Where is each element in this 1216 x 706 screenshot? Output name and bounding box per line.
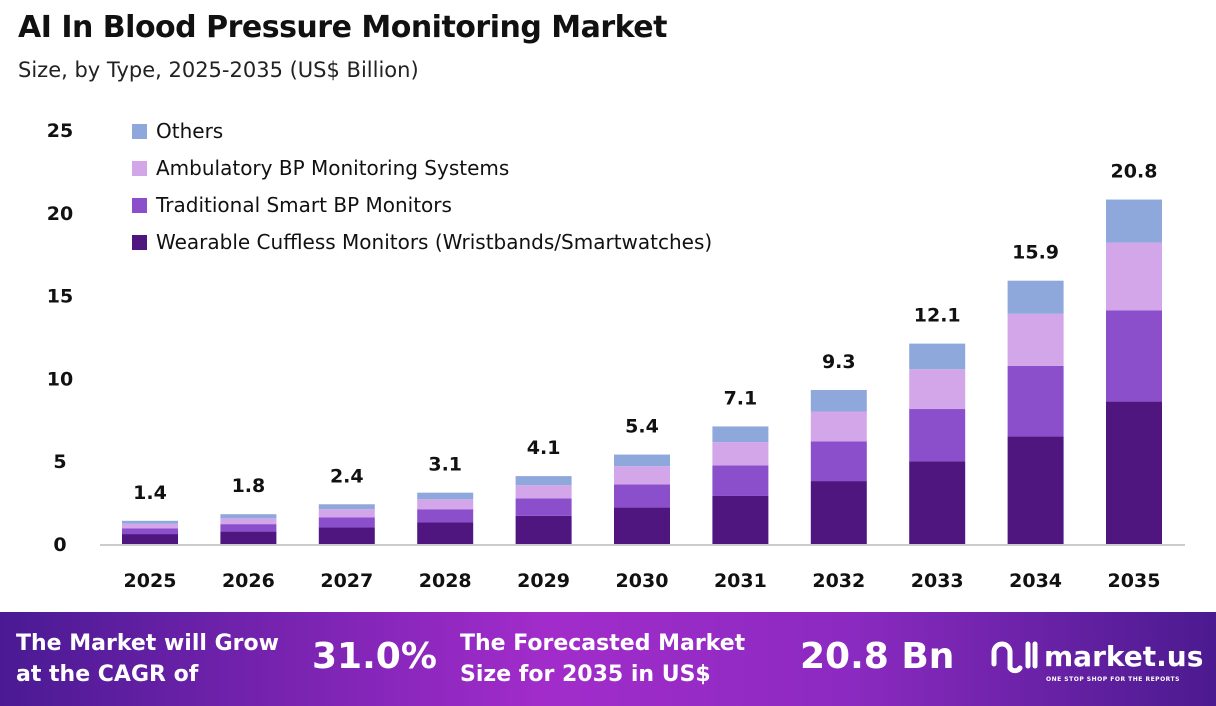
y-tick-label: 20 xyxy=(47,203,73,225)
legend-label: Others xyxy=(156,119,223,143)
bar-segment xyxy=(417,492,474,500)
bar-segment xyxy=(614,484,670,508)
x-tick-label: 2029 xyxy=(517,570,570,592)
bar-segment xyxy=(417,509,474,523)
bar-segment xyxy=(1007,365,1064,437)
bar-segment xyxy=(122,520,178,524)
market-size-value: 20.8 Bn xyxy=(800,636,955,677)
bar-segment xyxy=(1106,242,1162,311)
bar-segment xyxy=(318,517,375,528)
data-label: 9.3 xyxy=(822,351,856,373)
data-label: 2.4 xyxy=(330,465,364,487)
cagr-label-line1: The Market will Grow xyxy=(16,631,279,656)
bar-segment xyxy=(614,466,670,485)
bar-segment xyxy=(515,498,572,516)
bar-segment xyxy=(909,409,966,462)
bar-segment xyxy=(122,534,178,544)
bar-segment xyxy=(318,509,375,518)
y-tick-label: 5 xyxy=(53,451,66,473)
bar-segment xyxy=(515,476,572,486)
data-label: 12.1 xyxy=(914,305,961,327)
bar-segment xyxy=(712,442,769,466)
bar-segment xyxy=(909,369,966,410)
bar-segment xyxy=(1007,280,1064,314)
chart-subtitle: Size, by Type, 2025-2035 (US$ Billion) xyxy=(18,58,419,82)
legend-label: Ambulatory BP Monitoring Systems xyxy=(156,156,509,180)
y-tick-label: 0 xyxy=(53,534,66,556)
bar-segment xyxy=(417,499,474,510)
bar-segment xyxy=(1007,313,1064,366)
logo-mark-icon xyxy=(991,641,1038,674)
bar-segment xyxy=(1106,310,1162,402)
y-tick-label: 10 xyxy=(47,368,73,390)
bar-segment xyxy=(122,528,178,535)
bar-segment xyxy=(909,343,966,370)
bar-segment xyxy=(318,504,375,510)
market-size-label-line1: The Forecasted Market xyxy=(460,631,746,656)
data-label: 3.1 xyxy=(428,454,462,476)
x-tick-label: 2025 xyxy=(124,570,177,592)
logo-tagline: ONE STOP SHOP FOR THE REPORTS xyxy=(1046,676,1180,683)
x-tick-label: 2035 xyxy=(1108,570,1161,592)
bar-segment xyxy=(515,485,572,499)
data-label: 1.8 xyxy=(232,475,266,497)
bar-segment xyxy=(220,531,277,544)
cagr-label-line2: at the CAGR of xyxy=(16,662,199,687)
data-label: 5.4 xyxy=(625,416,659,438)
bar-segment xyxy=(810,481,867,544)
legend-swatch xyxy=(132,161,147,176)
legend-swatch xyxy=(132,198,147,213)
x-tick-label: 2031 xyxy=(714,570,767,592)
x-tick-label: 2028 xyxy=(419,570,472,592)
bar-segment xyxy=(810,441,867,482)
data-label: 1.4 xyxy=(133,482,167,504)
bar-segment xyxy=(1106,199,1162,243)
bar-segment xyxy=(614,454,670,467)
bar-segment xyxy=(122,523,178,529)
bar-segment xyxy=(909,461,966,544)
data-label: 4.1 xyxy=(527,437,561,459)
legend-swatch xyxy=(132,124,147,139)
x-tick-label: 2026 xyxy=(222,570,275,592)
bar-segment xyxy=(1007,436,1064,544)
x-tick-label: 2033 xyxy=(911,570,964,592)
data-label: 15.9 xyxy=(1012,242,1059,264)
bar-segment xyxy=(417,522,474,544)
legend-swatch xyxy=(132,235,147,250)
x-tick-label: 2027 xyxy=(320,570,373,592)
chart-title: AI In Blood Pressure Monitoring Market xyxy=(18,10,668,45)
bar-segment xyxy=(810,411,867,442)
bar-segment xyxy=(318,527,375,544)
footer-banner: The Market will Grow at the CAGR of 31.0… xyxy=(0,612,1216,706)
bar-segment xyxy=(614,507,670,544)
bar-segment xyxy=(515,515,572,544)
data-label: 20.8 xyxy=(1111,161,1158,183)
x-tick-label: 2032 xyxy=(812,570,865,592)
bar-segment xyxy=(712,426,769,443)
legend-label: Wearable Cuffless Monitors (Wristbands/S… xyxy=(156,230,712,254)
y-tick-label: 25 xyxy=(47,120,73,142)
bar-segment xyxy=(220,524,277,532)
cagr-value: 31.0% xyxy=(312,636,437,677)
bar-segment xyxy=(220,514,277,519)
bar-segment xyxy=(712,465,769,496)
bar-segment xyxy=(1106,401,1162,544)
bar-segment xyxy=(810,389,867,412)
x-tick-label: 2034 xyxy=(1009,570,1062,592)
logo-name: market.us xyxy=(1044,639,1204,673)
market-size-label-line2: Size for 2035 in US$ xyxy=(460,662,711,687)
legend-label: Traditional Smart BP Monitors xyxy=(155,193,452,217)
y-tick-label: 15 xyxy=(47,286,73,308)
stacked-bar-chart: 05101520251.420251.820262.420273.120284.… xyxy=(47,119,1185,592)
data-label: 7.1 xyxy=(724,387,758,409)
bar-segment xyxy=(712,495,769,544)
bar-segment xyxy=(220,518,277,525)
x-tick-label: 2030 xyxy=(616,570,669,592)
market-us-logo: market.us ONE STOP SHOP FOR THE REPORTS xyxy=(988,636,1204,683)
